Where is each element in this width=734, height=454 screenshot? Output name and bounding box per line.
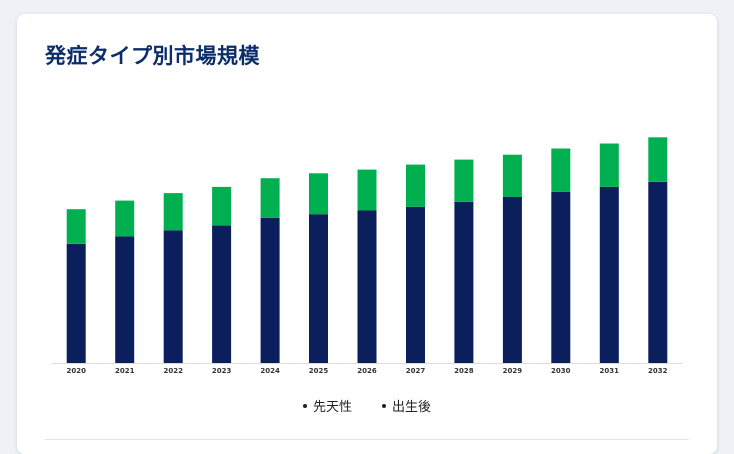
bar-segment-congenital-2028[interactable] [454, 201, 474, 363]
bar-segment-postnatal-2031[interactable] [599, 143, 619, 187]
x-tick-label: 2032 [648, 367, 668, 375]
x-tick-label: 2031 [600, 367, 620, 375]
x-tick-label: 2021 [115, 367, 135, 375]
bar-segment-postnatal-2025[interactable] [309, 173, 328, 215]
bar-segment-congenital-2023[interactable] [212, 225, 232, 363]
bar-segment-postnatal-2029[interactable] [502, 154, 522, 197]
bar-segment-congenital-2026[interactable] [357, 210, 377, 364]
bar-segment-congenital-2027[interactable] [406, 206, 425, 363]
chart-title: 発症タイプ別市場規模 [45, 44, 260, 68]
bar-segment-congenital-2022[interactable] [163, 230, 183, 363]
bar-segment-postnatal-2030[interactable] [551, 148, 571, 192]
legend-bullet-icon [302, 403, 307, 408]
bar-segment-postnatal-2024[interactable] [260, 178, 280, 218]
legend-label: 先天性 [312, 400, 352, 415]
x-tick-label: 2029 [503, 367, 523, 375]
legend-item-congenital[interactable]: 先天性 [302, 396, 352, 415]
bar-segment-postnatal-2032[interactable] [648, 137, 668, 182]
bar-segment-congenital-2025[interactable] [309, 214, 328, 363]
legend-bullet-icon [382, 403, 386, 408]
bar-segment-congenital-2032[interactable] [648, 182, 668, 363]
bar-segment-congenital-2031[interactable] [599, 186, 619, 363]
stacked-bar-chart: 2020 2021 2022 2023 2024 2025 2026 2027 2028 2029… [52, 137, 682, 375]
bar-segment-congenital-2021[interactable] [115, 236, 135, 364]
bar-segment-postnatal-2023[interactable] [212, 186, 232, 226]
bar-segment-postnatal-2022[interactable] [163, 193, 183, 231]
legend-label: 出生後 [392, 400, 432, 415]
bar-segment-postnatal-2026[interactable] [357, 169, 377, 211]
bar-segment-postnatal-2021[interactable] [115, 200, 135, 237]
x-tick-label: 2027 [406, 367, 426, 375]
x-tick-label: 2028 [454, 367, 474, 375]
bar-segment-congenital-2024[interactable] [260, 217, 280, 363]
x-tick-label: 2026 [357, 367, 377, 375]
x-tick-label: 2022 [163, 367, 183, 375]
legend-item-postnatal[interactable]: 出生後 [382, 396, 431, 415]
divider [45, 439, 689, 440]
x-tick-label: 2020 [66, 367, 86, 375]
x-tick-label: 2024 [260, 367, 280, 375]
bar-segment-congenital-2029[interactable] [502, 196, 522, 363]
bar-segment-postnatal-2028[interactable] [454, 159, 474, 202]
bar-segment-congenital-2020[interactable] [66, 244, 86, 363]
bar-segment-postnatal-2020[interactable] [66, 209, 86, 244]
x-tick-label: 2030 [551, 367, 571, 375]
bar-segment-congenital-2030[interactable] [551, 191, 571, 363]
chart-legend: 先天性 出生後 [17, 396, 717, 415]
x-tick-label: 2025 [309, 367, 329, 375]
bar-segment-postnatal-2027[interactable] [406, 164, 425, 207]
market-size-card: 発症タイプ別市場規模 2020 2021 2022 2023 2024 2025 2026 2… [17, 14, 717, 454]
x-tick-label: 2023 [212, 367, 232, 375]
